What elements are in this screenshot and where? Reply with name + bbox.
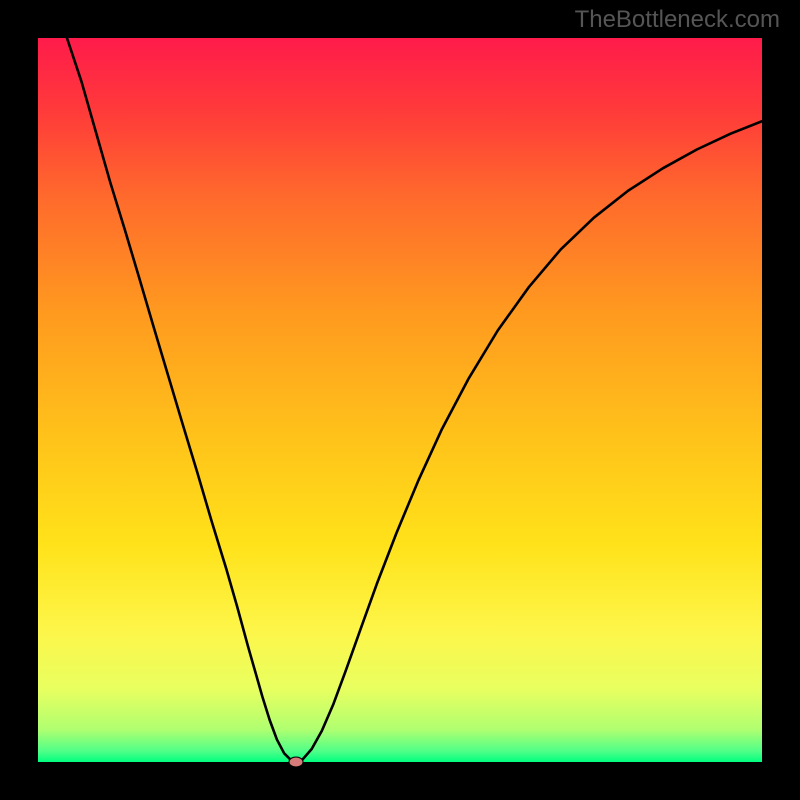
- figure-container: TheBottleneck.com: [0, 0, 800, 800]
- watermark-text: TheBottleneck.com: [575, 6, 780, 34]
- curve-layer: [38, 38, 762, 762]
- bottleneck-marker: [288, 756, 304, 768]
- plot-area: [38, 38, 762, 762]
